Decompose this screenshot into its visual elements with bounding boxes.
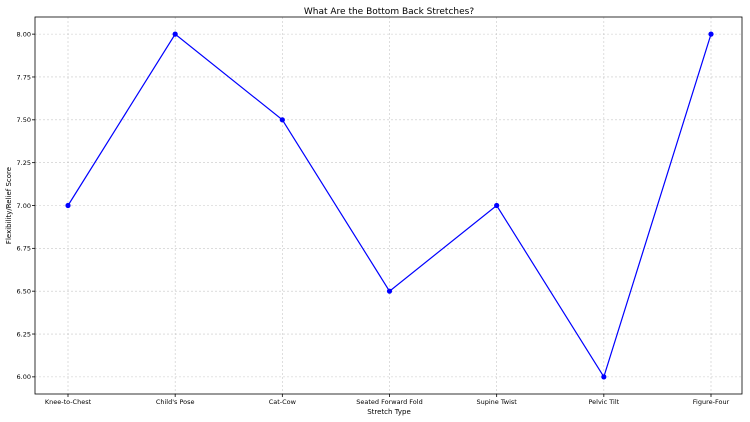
data-point [386, 288, 393, 294]
data-point [708, 31, 714, 37]
x-tick-label: Supine Twist [477, 398, 518, 406]
y-tick-label: 8.00 [17, 30, 31, 38]
x-axis-label: Stretch Type [367, 408, 411, 416]
grid [35, 17, 742, 394]
x-tick-label: Seated Forward Fold [356, 398, 422, 406]
x-tick-label: Figure-Four [693, 398, 730, 406]
data-point [601, 374, 607, 380]
x-axis: Knee-to-Chest Child's Pose Cat-Cow Seated F… [45, 394, 730, 406]
data-point [279, 117, 285, 123]
y-tick-label: 6.00 [17, 373, 31, 381]
y-axis: 6.00 6.25 6.50 6.75 7.00 7.25 7.50 7.75 8.00 [17, 30, 35, 381]
plot-frame [34, 16, 743, 395]
y-tick-label: 7.25 [17, 159, 31, 167]
chart-title: What Are the Bottom Back Stretches? [304, 7, 474, 17]
x-tick-label: Pelvic Tilt [588, 398, 619, 406]
y-tick-label: 6.25 [17, 330, 31, 338]
data-point [65, 202, 71, 209]
y-tick-label: 6.75 [17, 245, 31, 253]
series [65, 31, 714, 380]
data-point [172, 31, 178, 37]
x-tick-label: Child's Pose [156, 398, 195, 406]
y-tick-label: 6.50 [17, 287, 31, 295]
y-tick-label: 7.50 [17, 116, 31, 124]
y-axis-label: Flexibility/Relief Score [5, 167, 13, 244]
x-tick-label: Knee-to-Chest [45, 398, 92, 406]
x-tick-label: Cat-Cow [269, 398, 297, 406]
y-tick-label: 7.00 [17, 202, 31, 210]
y-tick-label: 7.75 [17, 73, 31, 81]
data-point [494, 202, 500, 209]
